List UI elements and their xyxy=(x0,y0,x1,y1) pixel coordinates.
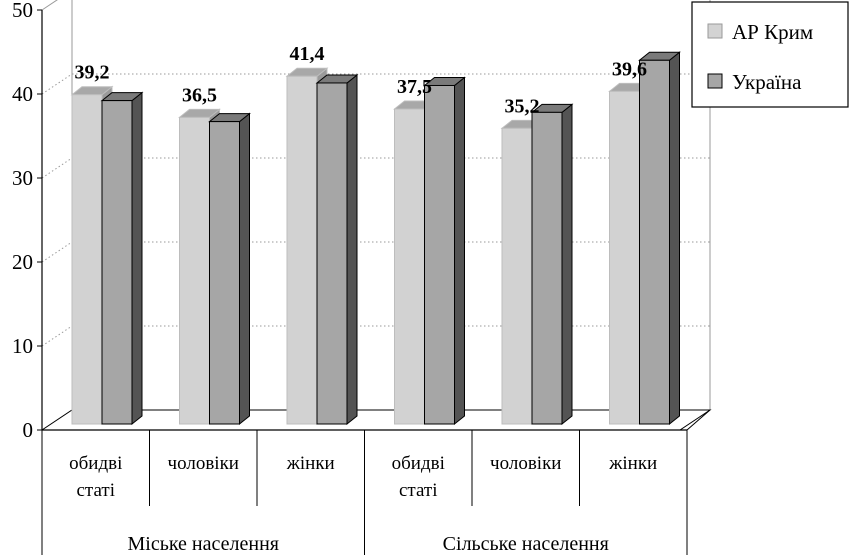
x-group-label: Міське населення xyxy=(128,533,279,555)
bar-front-face xyxy=(286,75,318,425)
bar-ukraine xyxy=(315,73,359,426)
bar-side-face xyxy=(669,51,680,426)
bar-front-face xyxy=(424,84,455,425)
x-category-label: чоловіки xyxy=(168,453,239,474)
bar-front-face xyxy=(179,116,210,425)
bar-front-face xyxy=(394,108,425,425)
x-category-label: обидві xyxy=(69,453,122,474)
y-tick-label: 10 xyxy=(12,334,33,358)
legend-swatch xyxy=(707,73,723,89)
y-tick-label: 30 xyxy=(12,166,33,190)
data-label: 39,2 xyxy=(75,62,110,84)
x-category-label: жінки xyxy=(608,453,657,474)
bar-ukraine xyxy=(100,91,144,426)
bar-side-face xyxy=(454,76,465,426)
bar-ukraine xyxy=(638,51,681,426)
legend-swatch xyxy=(707,23,723,39)
legend-label: АР Крим xyxy=(732,20,813,44)
bar-side-face xyxy=(346,73,358,426)
bar-front-face xyxy=(71,94,103,425)
y-tick-label: 50 xyxy=(12,0,33,22)
bar-side-face xyxy=(561,103,573,426)
data-label: 39,6 xyxy=(612,58,647,80)
y-axis-ticks: 0 10 20 30 40 50 xyxy=(12,0,42,442)
bar-front-face xyxy=(101,100,133,425)
bar-front-face xyxy=(531,111,563,425)
axes xyxy=(41,10,711,555)
x-axis-corner xyxy=(686,409,711,431)
data-label: 41,4 xyxy=(290,43,325,65)
bar-front-face xyxy=(501,127,533,425)
legend: АР Крим Україна xyxy=(691,1,849,108)
side-wall xyxy=(41,0,73,431)
x-group-label: Сільське населення xyxy=(443,533,609,555)
x-axis-categories: обидві статі чоловіки жінки обидві статі чолов… xyxy=(69,453,657,555)
bar-side-face xyxy=(239,112,250,426)
bar-ukraine xyxy=(423,76,466,426)
bar-front-face xyxy=(639,59,670,425)
x-category-label: жінки xyxy=(286,453,335,474)
bar-ukraine xyxy=(208,112,251,426)
data-labels: 39,2 36,5 41,4 37,5 35,2 39,6 xyxy=(75,43,648,117)
data-label: 36,5 xyxy=(182,84,217,106)
y-tick-label: 40 xyxy=(12,82,33,106)
bar-front-face xyxy=(609,90,640,425)
legend-box xyxy=(691,1,849,108)
bar-ukraine xyxy=(530,103,574,426)
y-tick-label: 20 xyxy=(12,250,33,274)
legend-label: Україна xyxy=(732,70,802,94)
bar-front-face xyxy=(209,121,240,425)
x-category-label: статі xyxy=(77,480,116,501)
data-label: 35,2 xyxy=(505,95,540,117)
x-category-label: обидві xyxy=(392,453,445,474)
bar-front-face xyxy=(316,82,348,425)
data-label: 37,5 xyxy=(397,76,432,98)
x-category-label: статі xyxy=(399,480,438,501)
y-tick-label: 0 xyxy=(23,418,34,442)
bar-side-face xyxy=(131,91,143,426)
bars xyxy=(70,51,681,426)
x-category-label: чоловіки xyxy=(490,453,561,474)
